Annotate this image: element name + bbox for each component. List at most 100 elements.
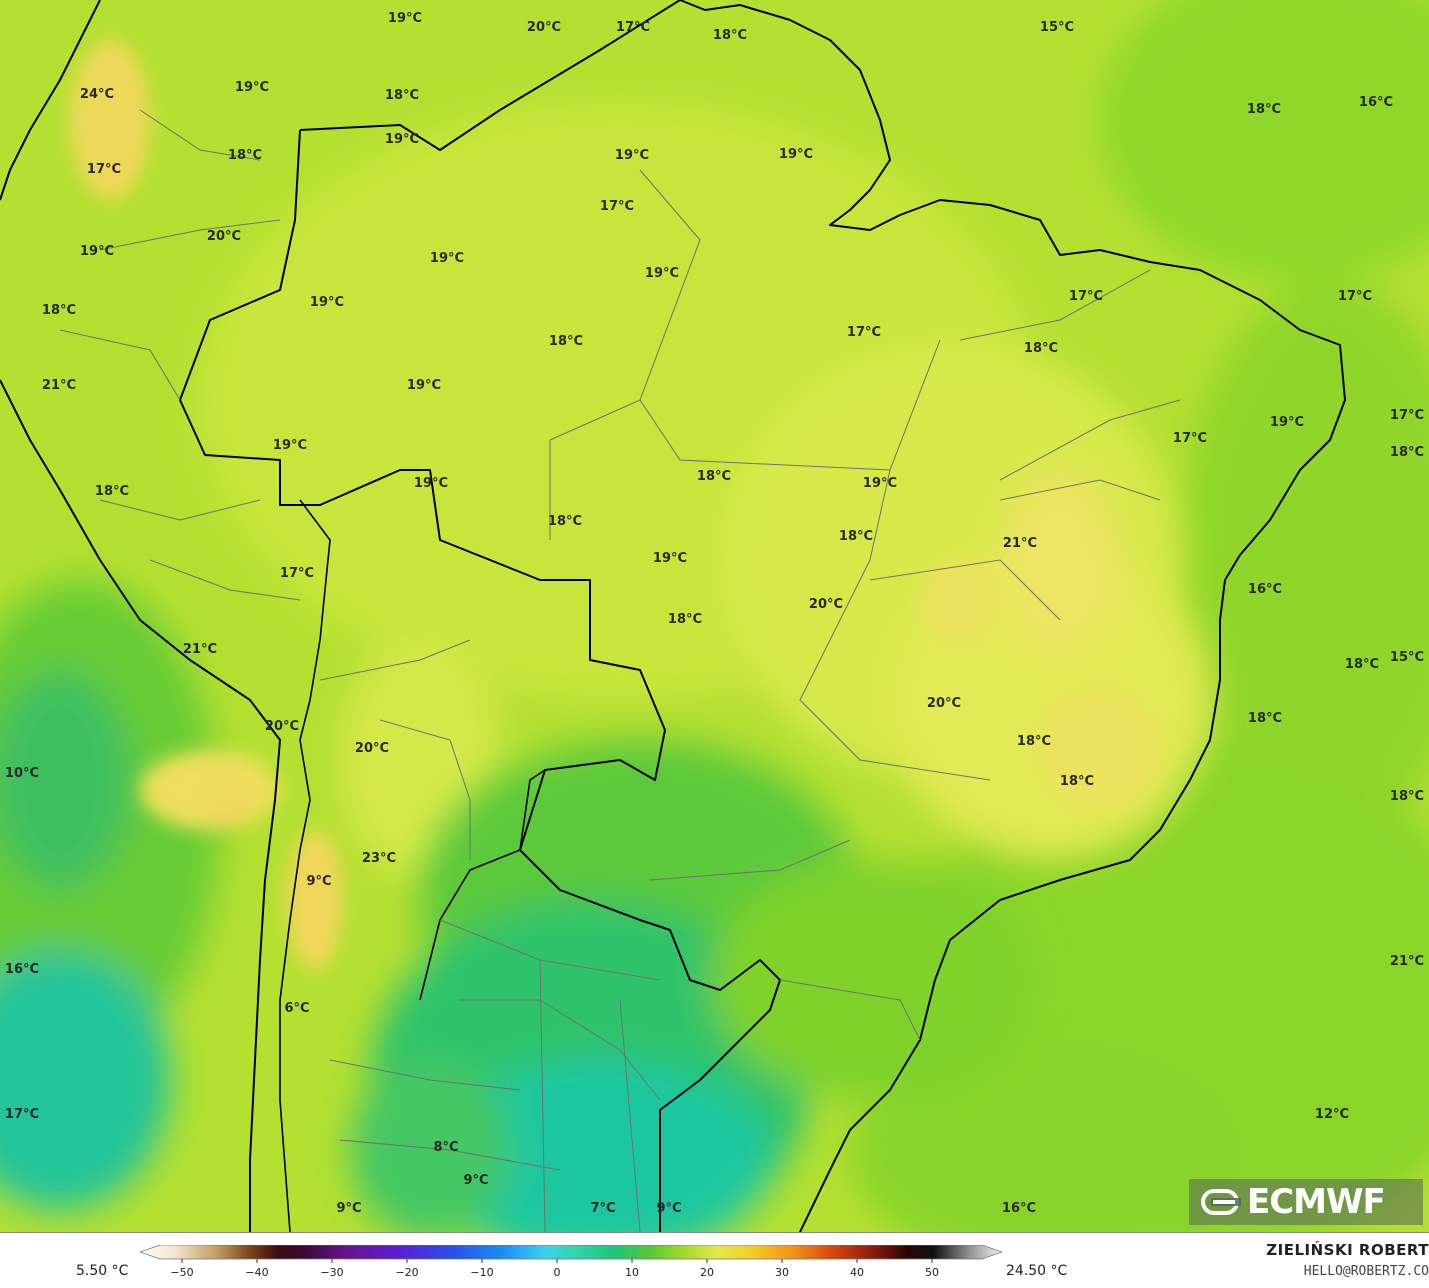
atlantic-coast	[679, 0, 1346, 1232]
footer: 5.50 °C	[0, 1232, 1429, 1288]
temperature-label: 19°C	[653, 551, 687, 566]
temperature-label: 17°C	[600, 199, 634, 214]
temperature-label: 15°C	[1390, 650, 1424, 665]
temperature-label: 18°C	[713, 28, 747, 43]
temperature-label: 18°C	[1390, 445, 1424, 460]
temperature-label: 17°C	[847, 325, 881, 340]
temperature-label: 20°C	[265, 719, 299, 734]
scale-tick-label: 40	[850, 1266, 864, 1279]
temperature-label: 19°C	[430, 251, 464, 266]
coastlines	[0, 0, 1346, 1232]
scale-tick-label: −30	[320, 1266, 343, 1279]
temperature-label: 21°C	[1390, 954, 1424, 969]
temperature-label: 18°C	[668, 612, 702, 627]
temperature-label: 17°C	[1390, 408, 1424, 423]
temperature-label: 16°C	[5, 962, 39, 977]
temperature-label: 19°C	[385, 132, 419, 147]
temperature-map: 19°C 20°C 17°C 18°C 15°C 24°C 19°C 18°C 18°C 16°C…	[0, 0, 1429, 1232]
legend-max-label: 24.50 °C	[1006, 1263, 1068, 1279]
pacific-field	[0, 580, 220, 1210]
temperature-label: 17°C	[87, 162, 121, 177]
temperature-label: 21°C	[183, 642, 217, 657]
scale-ticks: −50 −40 −30 −20 −10 0 10 20 30 40 50	[170, 1259, 939, 1279]
ecmwf-swirl-icon	[1201, 1189, 1241, 1215]
temperature-label: 23°C	[362, 851, 396, 866]
temperature-label: 18°C	[1248, 711, 1282, 726]
temperature-label: 19°C	[863, 476, 897, 491]
temperature-label: 17°C	[1069, 289, 1103, 304]
temperature-label: 18°C	[1024, 341, 1058, 356]
temperature-label: 9°C	[656, 1201, 681, 1216]
temperature-label: 18°C	[1017, 734, 1051, 749]
temperature-label: 8°C	[433, 1140, 458, 1155]
temperature-label: 18°C	[697, 469, 731, 484]
temperature-label: 18°C	[228, 148, 262, 163]
temperature-label: 20°C	[927, 696, 961, 711]
temperature-label: 16°C	[1359, 95, 1393, 110]
temperature-label: 9°C	[463, 1173, 488, 1188]
paraguay-border	[419, 769, 546, 1001]
temperature-label: 18°C	[1060, 774, 1094, 789]
temperature-label: 20°C	[527, 20, 561, 35]
temperature-label: 19°C	[235, 80, 269, 95]
temperature-label: 19°C	[273, 438, 307, 453]
temperature-label: 10°C	[5, 766, 39, 781]
temperature-label: 21°C	[42, 378, 76, 393]
warm-patches	[70, 40, 1160, 970]
temperature-label: 18°C	[839, 529, 873, 544]
scale-tick-label: −10	[470, 1266, 493, 1279]
temperature-label: 18°C	[42, 303, 76, 318]
temperature-label: 12°C	[1315, 1107, 1349, 1122]
temperature-label: 16°C	[1248, 582, 1282, 597]
andes-border	[279, 499, 331, 1232]
ecmwf-logo: ECMWF	[1189, 1179, 1423, 1225]
pacific-coast	[0, 0, 281, 1232]
admin-borders	[59, 109, 1181, 1232]
scale-tick-label: −20	[395, 1266, 418, 1279]
temperature-label: 18°C	[1345, 657, 1379, 672]
scale-tick-label: 30	[775, 1266, 789, 1279]
map-canvas: 19°C 20°C 17°C 18°C 15°C 24°C 19°C 18°C 18°C 16°C…	[0, 0, 1429, 1232]
author-credit: ZIELIŃSKI ROBERT	[1266, 1241, 1429, 1259]
temperature-label: 16°C	[1002, 1201, 1036, 1216]
temperature-label: 7°C	[590, 1201, 615, 1216]
temperature-label: 24°C	[80, 87, 114, 102]
scale-tick-label: 20	[700, 1266, 714, 1279]
temperature-label: 9°C	[336, 1201, 361, 1216]
temperature-label: 19°C	[310, 295, 344, 310]
temperature-label: 19°C	[615, 148, 649, 163]
temperature-labels: 19°C 20°C 17°C 18°C 15°C 24°C 19°C 18°C 18°C 16°C…	[5, 11, 1424, 1216]
temperature-label: 9°C	[306, 874, 331, 889]
temperature-label: 21°C	[1003, 536, 1037, 551]
temperature-label: 17°C	[280, 566, 314, 581]
southern-field	[350, 740, 1030, 1232]
temperature-label: 17°C	[5, 1107, 39, 1122]
legend-min-label: 5.50 °C	[76, 1263, 129, 1279]
temperature-label: 15°C	[1040, 20, 1074, 35]
temperature-label: 20°C	[207, 229, 241, 244]
temperature-label: 19°C	[779, 147, 813, 162]
scale-tick-label: 0	[554, 1266, 561, 1279]
temperature-label: 18°C	[95, 484, 129, 499]
temperature-label: 18°C	[385, 88, 419, 103]
temperature-label: 19°C	[388, 11, 422, 26]
temperature-label: 17°C	[1338, 289, 1372, 304]
temperature-label: 18°C	[548, 514, 582, 529]
temperature-label: 19°C	[407, 378, 441, 393]
temperature-label: 19°C	[80, 244, 114, 259]
scale-tick-label: 10	[625, 1266, 639, 1279]
temperature-label: 19°C	[1270, 415, 1304, 430]
temperature-label: 19°C	[645, 266, 679, 281]
brazil-border	[179, 0, 781, 1232]
temperature-label: 18°C	[549, 334, 583, 349]
temperature-label: 20°C	[355, 741, 389, 756]
color-scale: −50 −40 −30 −20 −10 0 10 20 30 40 50	[140, 1245, 1002, 1279]
author-email: HELLO@ROBERTZ.CO	[1303, 1264, 1429, 1279]
temperature-label: 17°C	[616, 20, 650, 35]
temperature-label: 20°C	[809, 597, 843, 612]
scale-tick-label: −50	[170, 1266, 193, 1279]
temperature-label: 6°C	[284, 1001, 309, 1016]
logo-text: ECMWF	[1247, 1182, 1386, 1222]
scale-tick-label: 50	[925, 1266, 939, 1279]
temperature-label: 19°C	[414, 476, 448, 491]
